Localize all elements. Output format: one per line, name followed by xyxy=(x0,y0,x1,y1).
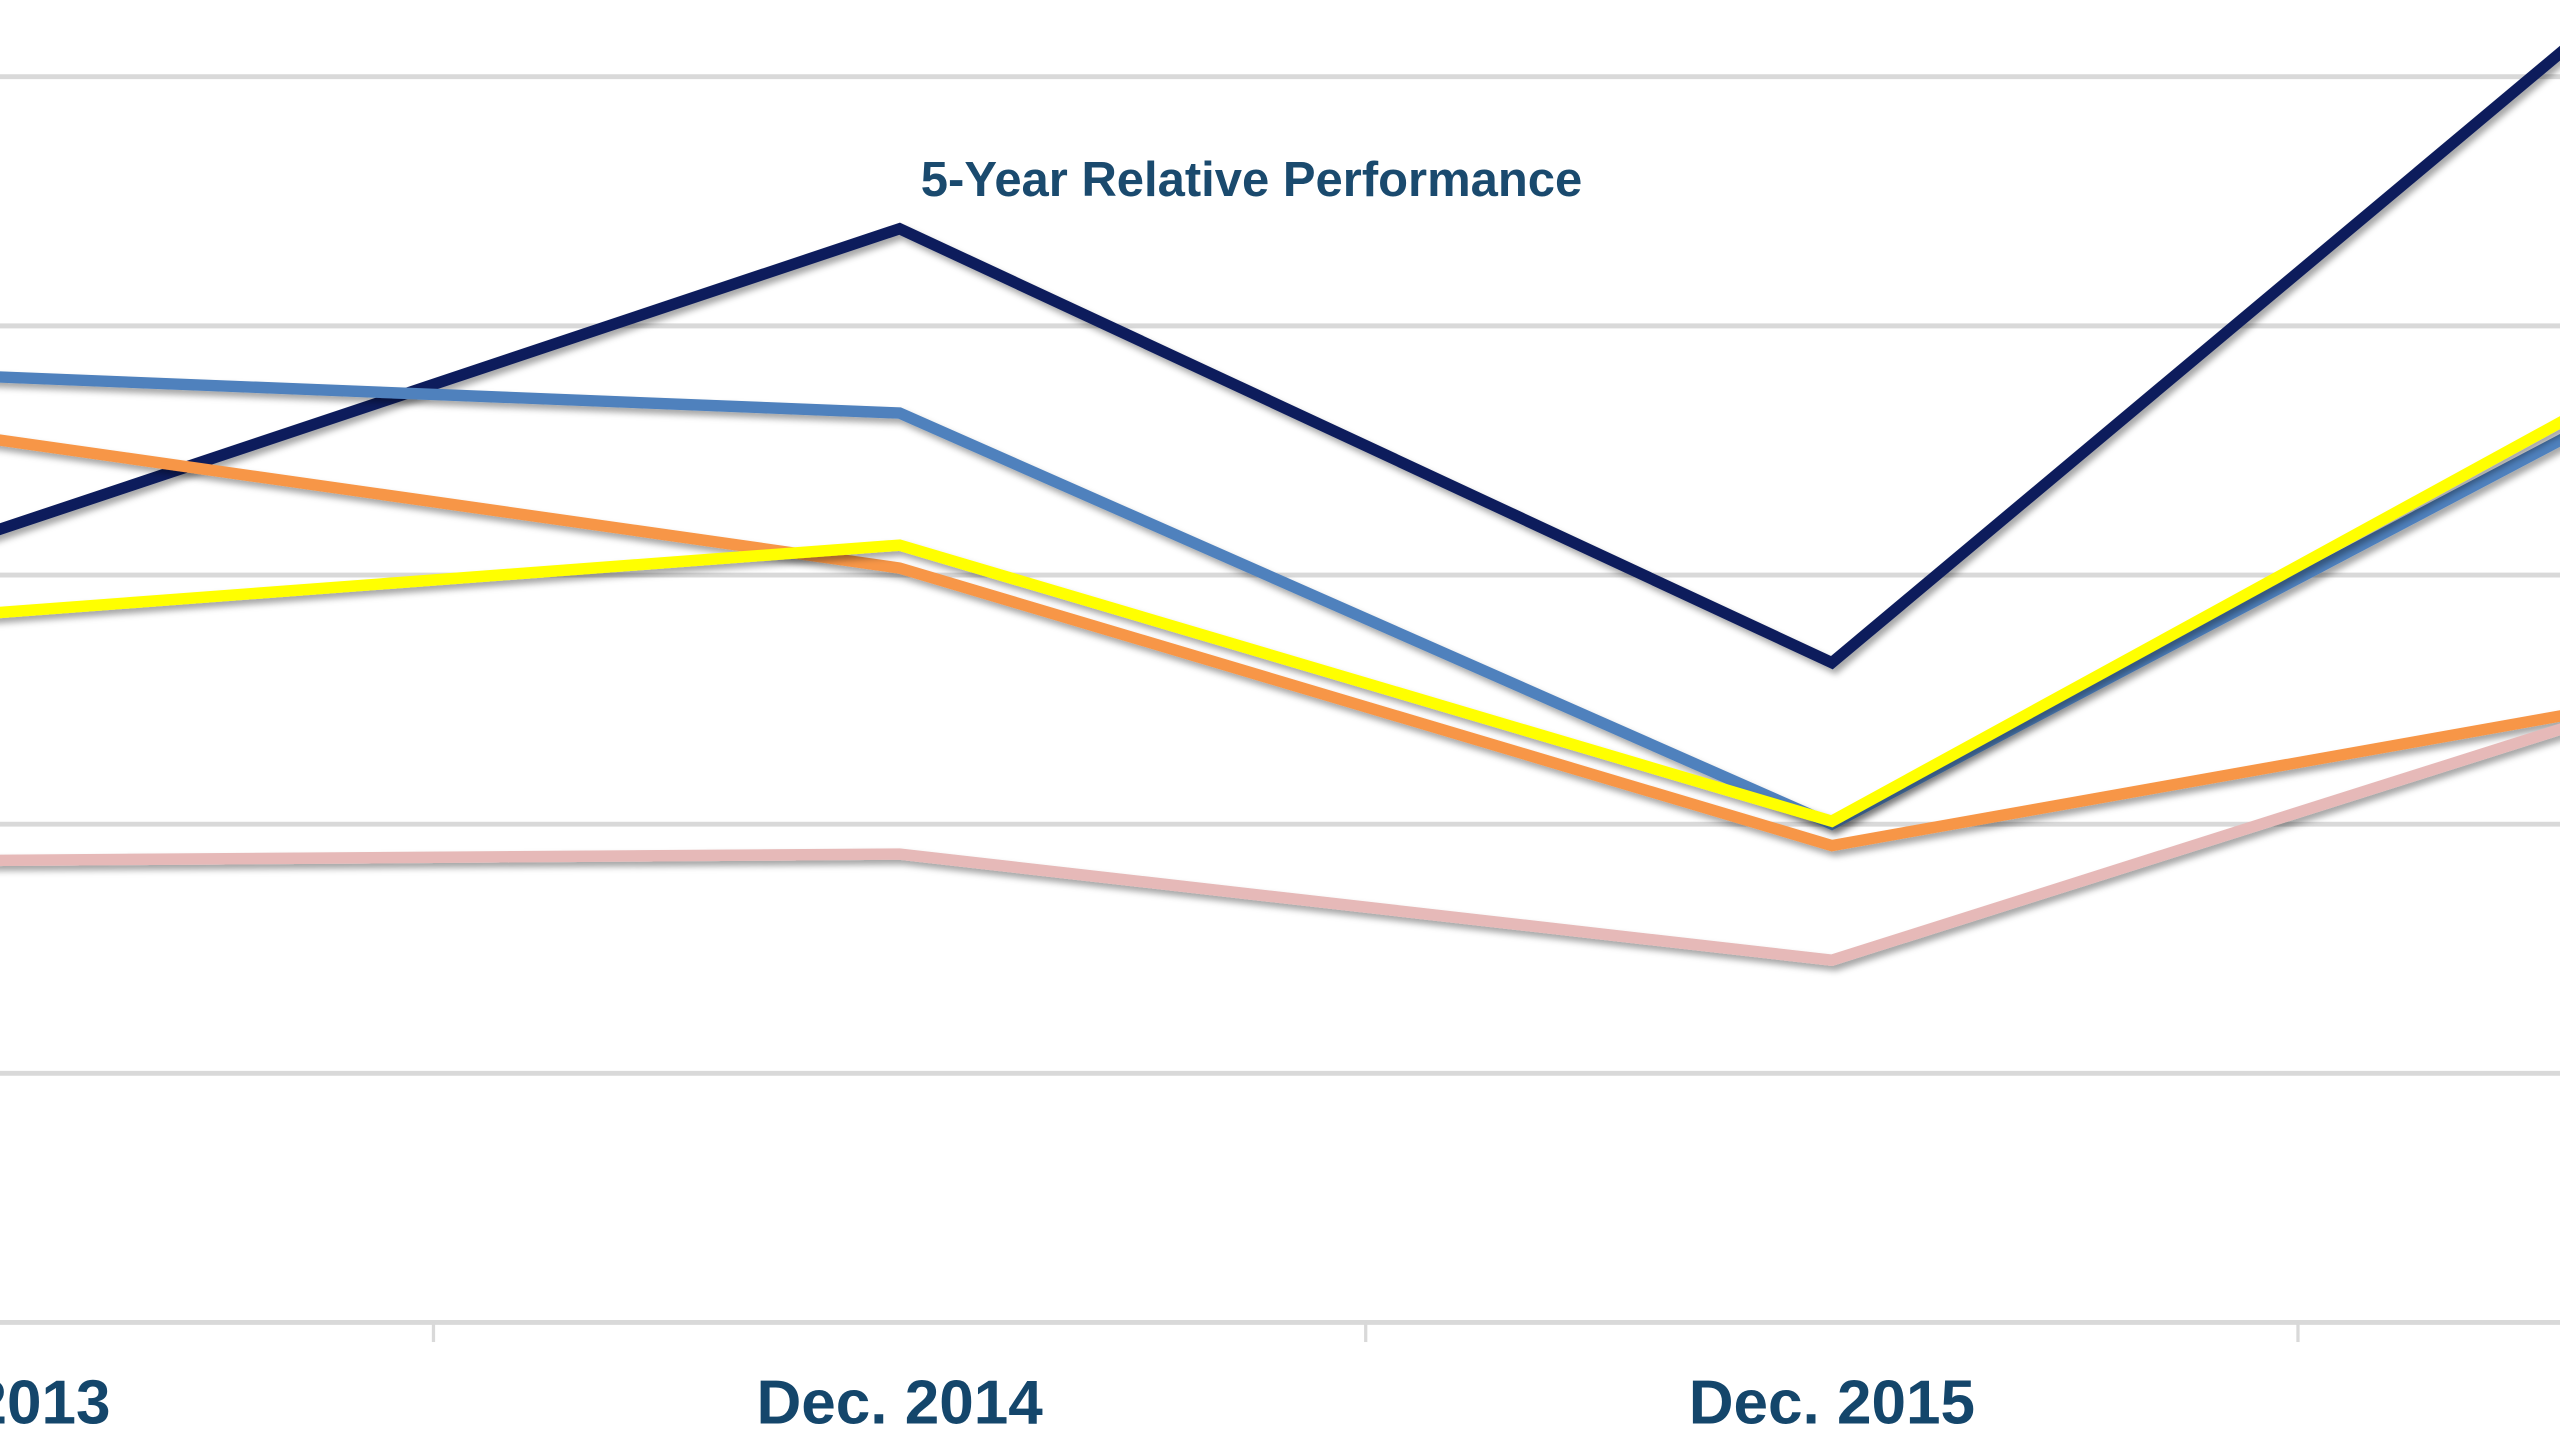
series-line xyxy=(0,416,2560,828)
x-tick-label: Dec. 2015 xyxy=(1689,1369,1975,1438)
series-line xyxy=(0,371,2560,831)
series-line xyxy=(0,434,2560,852)
series-line xyxy=(0,723,2560,967)
series-line xyxy=(0,45,2560,670)
x-tick-label: Dec. 2013 xyxy=(0,1369,110,1438)
x-tick-label: Dec. 2014 xyxy=(756,1369,1043,1438)
chart-title: 5-Year Relative Performance xyxy=(921,153,1582,207)
